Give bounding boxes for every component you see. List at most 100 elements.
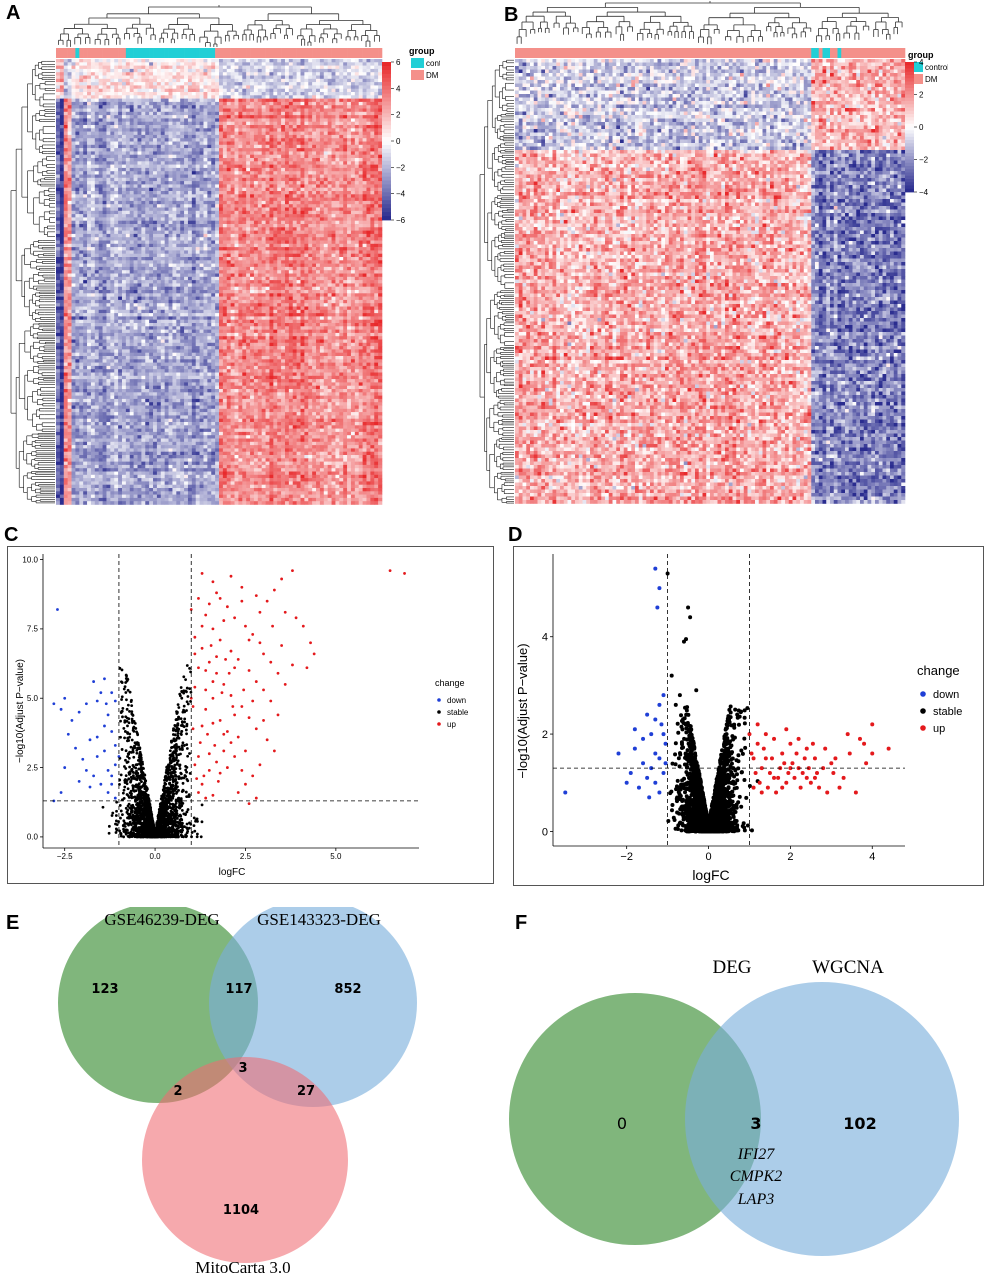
heatA-cell xyxy=(129,82,134,86)
heatA-cell xyxy=(59,210,65,215)
heatA-cell xyxy=(156,151,162,155)
heatA-cell xyxy=(238,138,243,142)
heatA-cell xyxy=(94,98,99,103)
heatA-cell xyxy=(114,148,119,152)
heatA-cell xyxy=(253,108,259,113)
heatA-cell xyxy=(63,167,68,172)
heatA-cell xyxy=(230,88,235,93)
heatA-cell xyxy=(339,164,344,169)
heatA-cell xyxy=(230,121,235,126)
heatA-cell xyxy=(366,154,371,159)
heatA-cell xyxy=(261,72,266,76)
heatA-cell xyxy=(362,164,367,169)
heatA-cell xyxy=(343,78,348,83)
heatA-cell xyxy=(331,210,336,215)
heatA-cell xyxy=(137,62,142,66)
heatA-cell xyxy=(98,78,103,83)
heatA-cell xyxy=(164,141,169,146)
heatA-cell xyxy=(129,115,134,119)
heatA-group-cell xyxy=(59,48,65,58)
heatA-cell xyxy=(164,85,169,89)
heatA-cell xyxy=(118,115,123,119)
heatA-cell xyxy=(110,125,115,129)
heatA-cell xyxy=(79,131,84,136)
heatA-cell xyxy=(257,181,262,185)
heatA-group-cell xyxy=(203,48,208,58)
heatA-cell xyxy=(156,128,162,132)
heatA-cell xyxy=(121,191,127,195)
heatA-cell xyxy=(191,184,197,188)
heatA-cell xyxy=(230,191,235,195)
heatA-cell xyxy=(114,85,119,89)
heatA-cell xyxy=(137,72,142,76)
heatA-cell xyxy=(215,167,220,172)
heatA-cell xyxy=(87,174,92,179)
heatA-cell xyxy=(149,187,154,192)
heatA-cell xyxy=(261,204,266,208)
heatA-cell xyxy=(253,128,259,132)
heatA-cell xyxy=(79,101,84,106)
heatA-cell xyxy=(137,148,142,152)
heatA-cell xyxy=(269,92,274,96)
heatA-cell xyxy=(308,68,313,73)
heatA-cell xyxy=(141,68,146,73)
heatA-cell xyxy=(339,210,344,215)
heatA-cell xyxy=(319,134,325,139)
heatA-cell xyxy=(164,187,169,192)
heatA-cell xyxy=(195,141,200,146)
heatA-cell xyxy=(71,68,76,73)
heatA-cell xyxy=(191,161,197,165)
heatA-cell xyxy=(253,204,259,208)
heatA-cell xyxy=(350,65,356,70)
heatA-cell xyxy=(246,92,251,96)
heatA-cell xyxy=(149,95,154,99)
heatA-cell xyxy=(323,154,328,159)
heatA-cell xyxy=(94,171,99,175)
heatA-cell xyxy=(347,82,352,86)
heatA-cell xyxy=(215,105,220,109)
heatA-cell xyxy=(238,65,243,70)
heatA-cell xyxy=(184,78,189,83)
heatA-cell xyxy=(110,191,115,195)
heatA-cell xyxy=(242,65,247,70)
heatA-cell xyxy=(277,111,282,116)
heatA-cell xyxy=(219,118,224,122)
heatA-cell xyxy=(207,121,212,126)
heatA-cell xyxy=(273,184,278,188)
heatA-cell xyxy=(335,210,340,215)
heatA-cell xyxy=(296,118,301,122)
heatA-cell xyxy=(207,158,212,162)
heatA-cell xyxy=(83,181,88,185)
heatA-cell xyxy=(106,101,111,106)
heatA-cell xyxy=(141,164,146,169)
heatA-cell xyxy=(191,207,197,212)
heatA-cell xyxy=(319,72,325,76)
heatA-cell xyxy=(172,161,177,165)
heatA-group-cell xyxy=(195,48,200,58)
heatA-cell xyxy=(327,177,332,182)
heatA-cell xyxy=(184,197,189,202)
heatA-cell xyxy=(90,131,96,136)
heatA-cell xyxy=(316,88,321,93)
heatA-cell xyxy=(59,101,65,106)
heatA-cell xyxy=(211,105,216,109)
heatA-cell xyxy=(160,167,165,172)
heatA-group-cell xyxy=(304,48,309,58)
heatA-cell xyxy=(184,181,189,185)
heatA-cell xyxy=(366,210,371,215)
heatA-cell xyxy=(164,125,169,129)
heatA-cell xyxy=(288,171,294,175)
heatA-cell xyxy=(327,187,332,192)
heatA-cell xyxy=(358,134,363,139)
heatA-cell xyxy=(137,108,142,113)
heatA-cell xyxy=(102,194,107,198)
heatA-cell xyxy=(121,141,127,146)
heatA-cell xyxy=(79,141,84,146)
heatA-cell xyxy=(83,141,88,146)
heatA-cell xyxy=(257,101,262,106)
heatA-cell xyxy=(172,138,177,142)
heatA-cell xyxy=(98,207,103,212)
heatA-cell xyxy=(269,95,274,99)
heatA-cell xyxy=(102,95,107,99)
heatA-cell xyxy=(79,191,84,195)
